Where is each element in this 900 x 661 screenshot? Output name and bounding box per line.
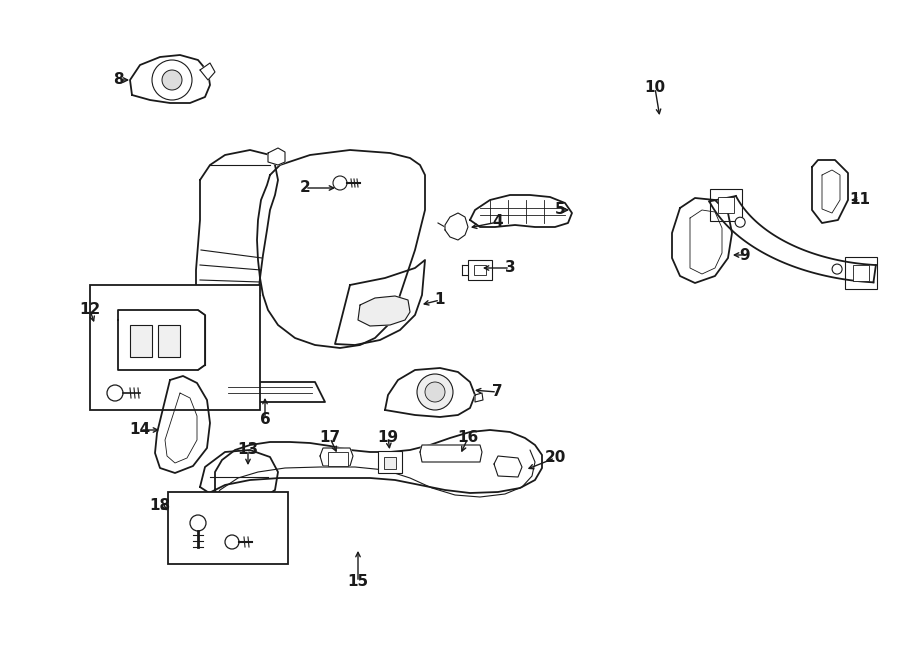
Text: 5: 5 <box>554 202 565 217</box>
Polygon shape <box>196 150 278 350</box>
Circle shape <box>832 264 842 274</box>
Polygon shape <box>257 150 425 348</box>
Text: 4: 4 <box>492 215 503 229</box>
FancyBboxPatch shape <box>468 260 492 280</box>
Text: 3: 3 <box>505 260 516 276</box>
FancyBboxPatch shape <box>90 285 260 410</box>
FancyBboxPatch shape <box>130 325 152 357</box>
Text: 12: 12 <box>79 303 101 317</box>
Circle shape <box>162 70 182 90</box>
Polygon shape <box>672 198 732 283</box>
Text: 13: 13 <box>238 442 258 457</box>
Polygon shape <box>709 196 876 282</box>
Polygon shape <box>470 195 572 227</box>
Text: 14: 14 <box>130 422 150 438</box>
Polygon shape <box>420 445 482 462</box>
FancyBboxPatch shape <box>474 265 486 275</box>
Text: 7: 7 <box>491 385 502 399</box>
Circle shape <box>333 176 347 190</box>
Circle shape <box>417 374 453 410</box>
Text: 8: 8 <box>112 73 123 87</box>
Polygon shape <box>200 450 278 502</box>
Text: 6: 6 <box>259 412 270 428</box>
Circle shape <box>425 382 445 402</box>
Text: 20: 20 <box>544 451 566 465</box>
Polygon shape <box>200 63 215 80</box>
FancyBboxPatch shape <box>168 492 288 564</box>
Circle shape <box>152 60 192 100</box>
Polygon shape <box>445 213 468 240</box>
Polygon shape <box>812 160 848 223</box>
Text: 1: 1 <box>435 293 446 307</box>
Text: 9: 9 <box>740 247 751 262</box>
Text: 17: 17 <box>320 430 340 446</box>
Polygon shape <box>118 310 205 370</box>
FancyBboxPatch shape <box>378 451 402 473</box>
FancyBboxPatch shape <box>845 256 877 289</box>
FancyBboxPatch shape <box>328 452 348 466</box>
FancyBboxPatch shape <box>718 197 734 213</box>
Polygon shape <box>358 296 410 326</box>
FancyBboxPatch shape <box>158 325 180 357</box>
Polygon shape <box>268 148 285 165</box>
Polygon shape <box>155 376 210 473</box>
Polygon shape <box>494 456 522 477</box>
Polygon shape <box>335 260 425 345</box>
Polygon shape <box>385 368 475 417</box>
Circle shape <box>225 535 239 549</box>
Text: 18: 18 <box>149 498 171 512</box>
Circle shape <box>107 385 123 401</box>
FancyBboxPatch shape <box>710 189 742 221</box>
Circle shape <box>190 515 206 531</box>
Circle shape <box>735 217 745 227</box>
Polygon shape <box>320 448 353 466</box>
Text: 11: 11 <box>850 192 870 208</box>
Text: 19: 19 <box>377 430 399 444</box>
FancyBboxPatch shape <box>384 457 396 469</box>
Polygon shape <box>185 430 542 530</box>
Text: 10: 10 <box>644 81 666 95</box>
Polygon shape <box>130 55 210 103</box>
Text: 15: 15 <box>347 574 369 590</box>
FancyBboxPatch shape <box>853 264 868 281</box>
Text: 2: 2 <box>300 180 310 196</box>
Text: 16: 16 <box>457 430 479 446</box>
Polygon shape <box>215 382 325 402</box>
Polygon shape <box>475 393 483 402</box>
